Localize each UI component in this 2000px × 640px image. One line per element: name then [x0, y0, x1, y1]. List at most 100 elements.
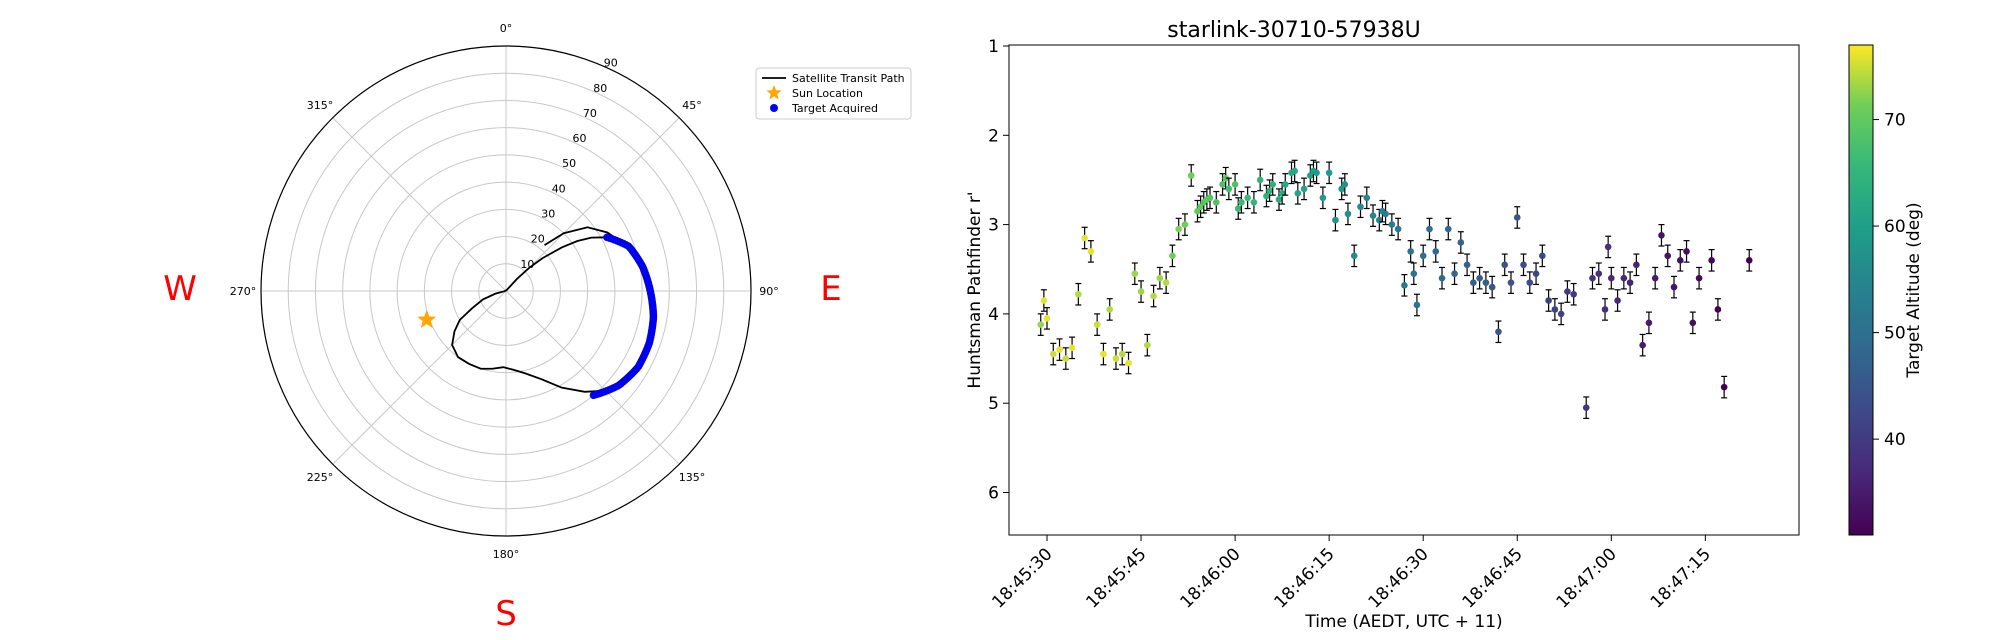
polar-r-tick-label: 80 [593, 82, 607, 95]
scatter-points [1037, 159, 1753, 419]
data-point [1382, 202, 1389, 226]
scatter-point [1745, 257, 1753, 264]
polar-grid-spoke [332, 117, 507, 292]
data-point [1081, 226, 1088, 250]
scatter-point [1256, 176, 1264, 184]
scatter-point [1125, 359, 1132, 367]
scatter-point [1162, 279, 1170, 286]
polar-theta-tick-label: 45° [682, 99, 702, 112]
scatter-point [1651, 274, 1659, 282]
scatter-point [1169, 252, 1176, 260]
scatter-point [1081, 234, 1088, 242]
scatter-point [1234, 205, 1242, 212]
y-axis-label: Huntsman Pathfinder r' [965, 191, 985, 388]
x-tick-label: 18:45:30 [988, 544, 1056, 612]
scatter-point [1664, 252, 1672, 260]
data-point [1269, 173, 1277, 196]
polar-theta-tick-label: 225° [307, 471, 334, 484]
colorbar-tick-label: 70 [1884, 111, 1906, 131]
data-point [1658, 224, 1665, 247]
x-tick-label: 18:47:00 [1553, 544, 1621, 612]
data-point [1589, 266, 1596, 290]
polar-theta-tick-labels: 0° 45° 90° 135° 180° 225° 270° 315° [230, 22, 779, 561]
scatter-point [1608, 274, 1615, 282]
scatter-point [1175, 225, 1182, 233]
polar-r-tick-label: 70 [583, 107, 597, 120]
polar-grid-spoke [332, 290, 507, 465]
y-tick-label: 4 [988, 305, 999, 325]
polar-grid-spoke [505, 117, 680, 292]
y-tick-label: 2 [988, 126, 999, 146]
scatter-point [1263, 192, 1270, 200]
data-point [1137, 280, 1145, 303]
scatter-point [1137, 288, 1145, 295]
scatter-point [1291, 167, 1298, 175]
polar-r-tick-label: 90 [604, 57, 618, 70]
y-tick-label: 6 [988, 484, 999, 504]
data-point [1357, 195, 1364, 219]
scatter-point [1040, 297, 1048, 304]
scatter-point [1410, 270, 1418, 278]
data-point [1325, 161, 1333, 185]
direction-label-s: S [495, 594, 517, 634]
data-point [1551, 298, 1559, 321]
data-point [1175, 217, 1182, 241]
data-point [1564, 280, 1571, 303]
scatter-point [1231, 181, 1239, 188]
scatter-point [1488, 283, 1496, 291]
data-point [1256, 168, 1264, 192]
scatter-point [1394, 225, 1402, 233]
data-point [1614, 289, 1621, 312]
data-point [1488, 275, 1496, 299]
data-point [1714, 298, 1722, 321]
scatter-point [1382, 210, 1389, 218]
x-tick-label: 18:46:00 [1176, 544, 1244, 612]
data-point [1043, 307, 1051, 330]
data-point [1281, 173, 1289, 196]
data-point [1413, 293, 1421, 317]
data-point [1332, 208, 1339, 232]
scatter-point [1344, 210, 1352, 218]
scatter-point [1604, 243, 1612, 251]
data-point [1363, 186, 1371, 210]
scatter-point [1206, 194, 1214, 202]
data-point [1432, 240, 1440, 263]
direction-label-e: E [820, 269, 841, 309]
data-point [1106, 298, 1113, 321]
scatter-point [1507, 279, 1515, 286]
legend-dot-symbol [770, 104, 778, 112]
data-point [1056, 338, 1063, 361]
data-point [1633, 253, 1640, 277]
scatter-point [1332, 216, 1339, 224]
scatter-point [1181, 221, 1189, 228]
data-point [1664, 244, 1672, 268]
data-point [1263, 184, 1270, 208]
data-point [1501, 253, 1509, 277]
polar-theta-tick-label: 315° [307, 99, 334, 112]
data-point [1470, 271, 1477, 294]
polar-theta-tick-label: 270° [230, 285, 257, 298]
scatter-point [1357, 203, 1364, 211]
data-point [1683, 240, 1690, 263]
scatter-point [1319, 194, 1327, 202]
scatter-point [1495, 328, 1502, 336]
colorbar-tick-label: 50 [1884, 324, 1906, 344]
x-axis-label: Time (AEDT, UTC + 11) [1304, 612, 1502, 632]
scatter-point [1313, 169, 1320, 177]
data-point [1720, 375, 1728, 399]
data-point [1689, 311, 1697, 335]
scatter-point [1275, 196, 1283, 203]
scatter-point [1250, 198, 1258, 206]
data-point [1513, 206, 1521, 229]
data-point [1745, 249, 1753, 272]
scatter-point [1056, 346, 1063, 353]
scatter-point [1695, 274, 1703, 282]
data-point [1645, 311, 1653, 335]
data-point [1162, 271, 1170, 294]
scatter-point [1325, 169, 1333, 177]
scatter-point [1075, 290, 1082, 298]
scatter-point [1266, 187, 1273, 194]
scatter-point [1645, 319, 1653, 327]
colorbar-ticks: 40 50 60 70 [1873, 111, 1906, 450]
